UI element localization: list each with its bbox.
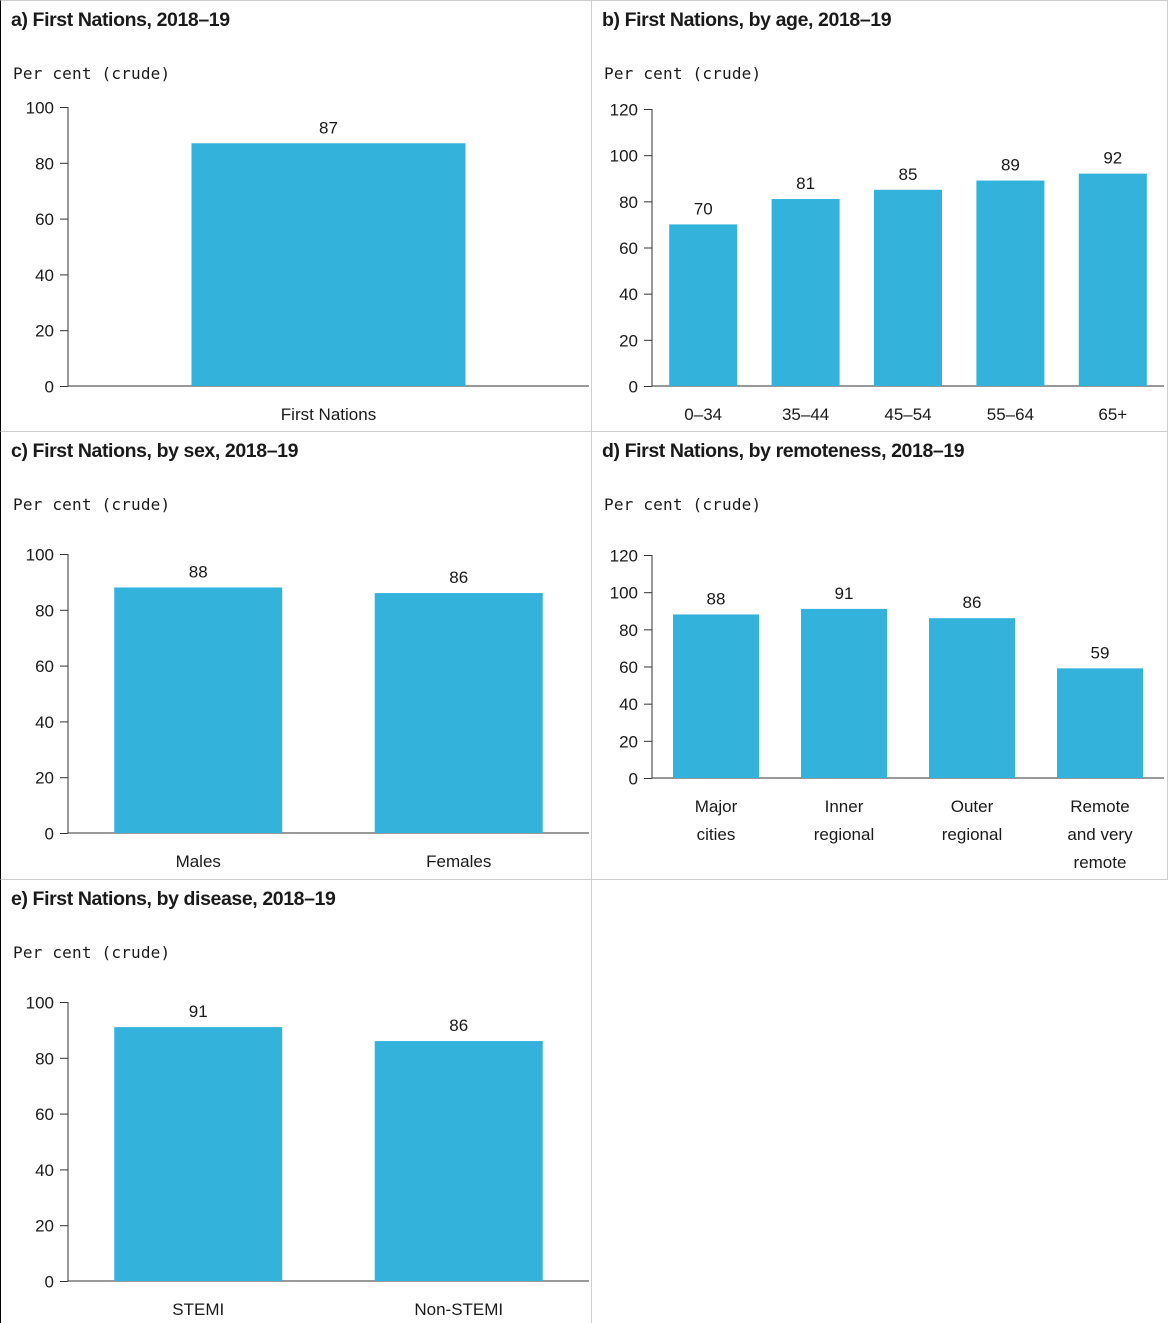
y-tick-label: 20 [619, 331, 638, 350]
data-label: 85 [899, 165, 918, 184]
chart-title: d) First Nations, by remoteness, 2018–19 [602, 440, 965, 462]
x-tick-label: remote [1074, 853, 1127, 872]
y-tick-label: 40 [619, 285, 638, 304]
y-tick-label: 20 [35, 769, 54, 788]
y-tick-label: 40 [35, 266, 54, 285]
y-tick-label: 100 [26, 99, 54, 118]
y-tick-label: 100 [610, 584, 638, 603]
x-tick-label: STEMI [172, 1300, 224, 1319]
bar-chart: 0 20 40 60 80 100 120 88 Major cities 91 Inner regio… [610, 547, 1164, 872]
y-tick-label: 80 [619, 621, 638, 640]
chart-title: b) First Nations, by age, 2018–19 [602, 9, 892, 31]
bar [114, 1027, 283, 1281]
data-label: 86 [449, 1016, 468, 1035]
y-tick-label: 100 [26, 994, 54, 1013]
y-tick-label: 120 [610, 101, 638, 120]
y-tick-label: 120 [610, 547, 638, 566]
y-tick-label: 80 [35, 1049, 54, 1068]
bar-chart: 0 20 40 60 80 100 91 STEMI 86 Non-STEMI [26, 994, 589, 1319]
chart-panel-by-remoteness: d) First Nations, by remoteness, 2018–19… [592, 432, 1168, 880]
x-tick-label: Inner [825, 797, 864, 816]
y-tick-label: 60 [35, 657, 54, 676]
chart-title: a) First Nations, 2018–19 [11, 9, 230, 31]
data-label: 59 [1091, 643, 1110, 662]
y-axis-label: Per cent (crude) [13, 943, 171, 962]
bar [673, 614, 759, 778]
data-label: 91 [189, 1002, 208, 1021]
bar [771, 199, 840, 386]
bar [191, 143, 466, 386]
y-tick-label: 80 [35, 154, 54, 173]
y-tick-label: 60 [619, 239, 638, 258]
y-tick-label: 80 [619, 193, 638, 212]
y-tick-label: 20 [35, 1217, 54, 1236]
bar-chart: 0 20 40 60 80 100 120 70 0–34 81 35–44 85 45–54 89 55–… [610, 101, 1164, 424]
bar [374, 1041, 543, 1281]
x-tick-label: 35–44 [782, 405, 829, 424]
bar [114, 587, 283, 833]
y-tick-label: 0 [45, 825, 54, 844]
y-tick-label: 0 [629, 770, 638, 789]
x-tick-label: regional [942, 825, 1003, 844]
x-tick-label: Major [695, 797, 738, 816]
data-label: 86 [963, 593, 982, 612]
bar-chart: 0 20 40 60 80 100 88 Males 86 Females [26, 546, 589, 871]
chart-panel-by-age: b) First Nations, by age, 2018–19 Per ce… [592, 0, 1168, 432]
chart-panel-by-disease: e) First Nations, by disease, 2018–19 Pe… [0, 880, 592, 1323]
bar [874, 189, 942, 386]
y-tick-label: 40 [619, 695, 638, 714]
bar [669, 224, 738, 386]
x-tick-label: 45–54 [884, 405, 931, 424]
y-axis-label: Per cent (crude) [604, 64, 762, 83]
data-label: 88 [189, 562, 208, 581]
chart-title: c) First Nations, by sex, 2018–19 [11, 440, 299, 462]
y-tick-label: 40 [35, 1161, 54, 1180]
data-label: 86 [449, 568, 468, 587]
y-tick-label: 0 [45, 1273, 54, 1292]
x-tick-label: Females [426, 852, 491, 871]
y-tick-label: 80 [35, 601, 54, 620]
data-label: 89 [1001, 156, 1020, 175]
x-tick-label: Males [176, 852, 221, 871]
y-tick-label: 100 [610, 147, 638, 166]
data-label: 81 [796, 174, 815, 193]
y-tick-label: 60 [35, 1105, 54, 1124]
y-tick-label: 60 [35, 210, 54, 229]
x-tick-label: 55–64 [987, 405, 1034, 424]
chart-panel-first-nations: a) First Nations, 2018–19 Per cent (crud… [0, 0, 592, 432]
chart-panel-by-sex: c) First Nations, by sex, 2018–19 Per ce… [0, 432, 592, 880]
bar [976, 180, 1045, 386]
y-tick-label: 100 [26, 546, 54, 565]
x-tick-label: regional [814, 825, 875, 844]
y-axis-label: Per cent (crude) [13, 64, 171, 83]
bar [374, 593, 543, 833]
data-label: 92 [1103, 149, 1122, 168]
chart-title: e) First Nations, by disease, 2018–19 [11, 888, 336, 910]
x-tick-label: Outer [951, 797, 994, 816]
y-tick-label: 20 [35, 322, 54, 341]
bar [1057, 668, 1143, 778]
bar [929, 618, 1015, 778]
x-tick-label: First Nations [281, 405, 376, 424]
y-axis-label: Per cent (crude) [13, 495, 171, 514]
data-label: 70 [694, 199, 713, 218]
x-tick-label: 0–34 [684, 405, 722, 424]
y-tick-label: 40 [35, 713, 54, 732]
y-tick-label: 0 [629, 378, 638, 397]
data-label: 87 [319, 118, 338, 137]
data-label: 88 [707, 589, 726, 608]
y-tick-label: 0 [45, 378, 54, 397]
data-label: 91 [835, 584, 854, 603]
y-tick-label: 60 [619, 658, 638, 677]
x-tick-label: and very [1067, 825, 1133, 844]
bar-chart: 0 20 40 60 80 100 87 First Nations [26, 99, 589, 424]
bar [1078, 173, 1147, 386]
y-axis-label: Per cent (crude) [604, 495, 762, 514]
x-tick-label: Remote [1070, 797, 1130, 816]
y-tick-label: 20 [619, 732, 638, 751]
x-tick-label: 65+ [1098, 405, 1127, 424]
bar [801, 608, 887, 778]
x-tick-label: Non-STEMI [414, 1300, 503, 1319]
x-tick-label: cities [697, 825, 736, 844]
